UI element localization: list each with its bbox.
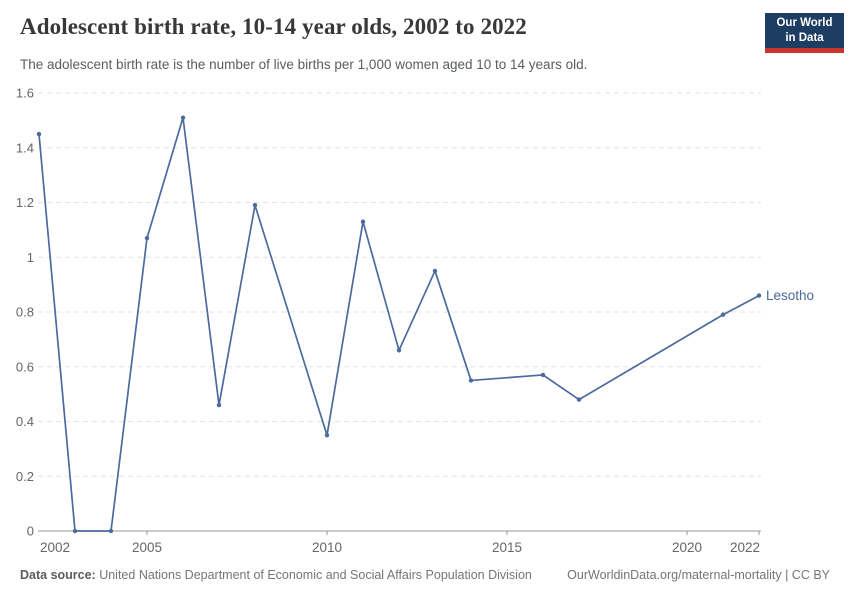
x-axis-tick-label: 2005 — [132, 540, 162, 555]
y-axis-tick-label: 0.8 — [16, 305, 34, 320]
y-axis-tick-label: 1.4 — [16, 140, 34, 155]
data-point[interactable] — [756, 293, 762, 298]
chart-subtitle: The adolescent birth rate is the number … — [20, 57, 588, 72]
y-axis-tick-label: 0.6 — [16, 359, 34, 374]
owid-logo[interactable]: Our World in Data — [765, 13, 844, 53]
x-axis-tick-label: 2010 — [312, 540, 342, 555]
data-point[interactable] — [216, 402, 222, 408]
credit-link[interactable]: OurWorldinData.org/maternal-mortality | … — [567, 568, 830, 582]
data-point[interactable] — [360, 219, 366, 224]
entity-label[interactable]: Lesotho — [766, 288, 814, 303]
series-line-lesotho[interactable] — [38, 116, 760, 532]
data-point[interactable] — [108, 528, 114, 534]
y-axis-tick-label: 1.2 — [16, 195, 34, 210]
x-axis-tick-label: 2020 — [672, 540, 702, 555]
y-axis-tick-label: 1 — [27, 250, 34, 265]
data-source-text: United Nations Department of Economic an… — [95, 568, 532, 582]
owid-logo-line2: in Data — [785, 31, 824, 44]
data-point[interactable] — [252, 203, 258, 208]
data-source-label: Data source: — [20, 568, 96, 582]
chart-footer: Data source: United Nations Department o… — [20, 568, 830, 582]
data-point[interactable] — [576, 397, 582, 402]
data-point[interactable] — [180, 115, 186, 120]
data-point[interactable] — [468, 378, 474, 383]
y-axis-tick-label: 0 — [27, 524, 34, 539]
x-axis-tick-label: 2015 — [492, 540, 522, 555]
y-axis-tick-label: 0.4 — [16, 414, 34, 429]
x-axis-tick-label: 2022 — [730, 540, 760, 555]
data-point[interactable] — [36, 131, 42, 137]
data-point[interactable] — [432, 268, 438, 274]
y-axis-tick-label: 0.2 — [16, 469, 34, 484]
data-point[interactable] — [72, 528, 78, 534]
data-point[interactable] — [540, 372, 546, 378]
data-point[interactable] — [720, 312, 726, 317]
data-point[interactable] — [144, 235, 150, 241]
data-source: Data source: United Nations Department o… — [20, 568, 532, 582]
x-axis-tick-label: 2002 — [40, 540, 70, 555]
owid-logo-line1: Our World — [776, 17, 833, 29]
data-point[interactable] — [396, 348, 402, 353]
chart-title: Adolescent birth rate, 10-14 year olds, … — [20, 14, 527, 39]
data-point[interactable] — [324, 432, 330, 438]
y-axis-tick-label: 1.6 — [16, 86, 34, 101]
